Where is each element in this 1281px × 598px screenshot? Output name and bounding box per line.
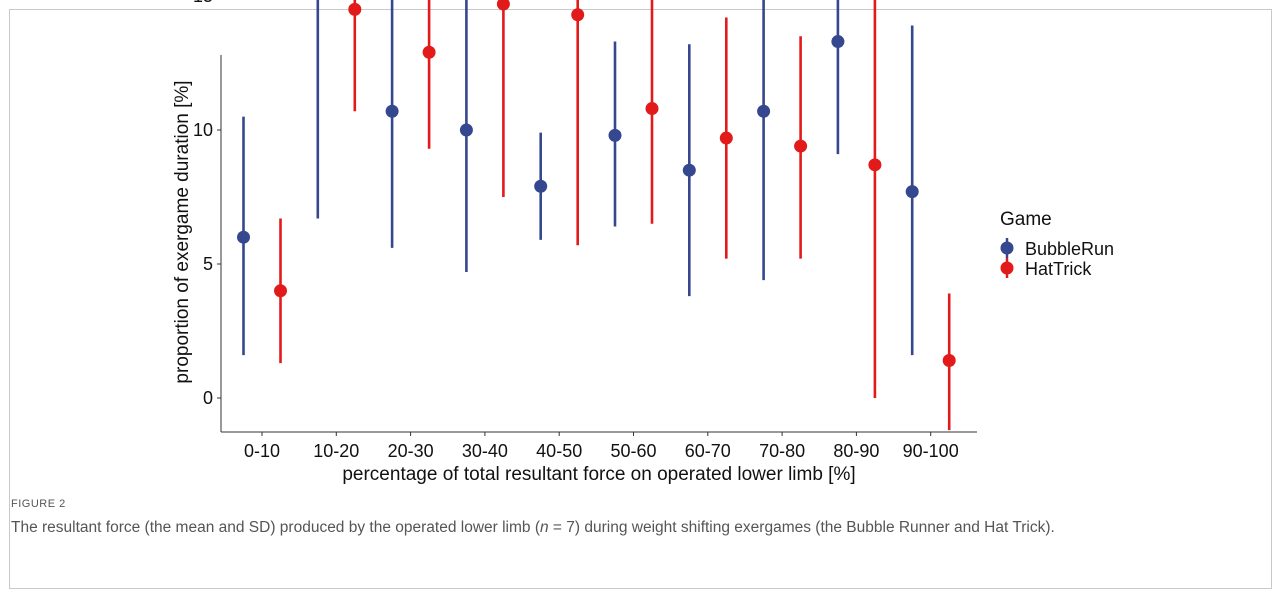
caption-text-1: The resultant force (the mean and SD) pr… bbox=[11, 519, 540, 536]
y-tick-label: 10 bbox=[193, 120, 213, 140]
point-hattrick bbox=[645, 102, 659, 116]
x-tick-label: 40-50 bbox=[536, 441, 582, 461]
chart-marks bbox=[237, 0, 956, 431]
caption-n: n bbox=[540, 519, 549, 536]
y-tick-label: 5 bbox=[203, 254, 213, 274]
point-hattrick bbox=[868, 158, 882, 172]
legend-key-bubblerun-point bbox=[1000, 241, 1014, 255]
point-hattrick bbox=[794, 139, 808, 153]
x-tick-label: 30-40 bbox=[462, 441, 508, 461]
x-tick-label: 10-20 bbox=[313, 441, 359, 461]
x-tick-label: 90-100 bbox=[903, 441, 959, 461]
y-tick-label: 0 bbox=[203, 388, 213, 408]
x-tick-label: 70-80 bbox=[759, 441, 805, 461]
x-axis: 0-10 10-20 20-30 30-40 40-50 50-60 60-70 70-80 8… bbox=[221, 431, 977, 461]
legend-key-hattrick-point bbox=[1000, 261, 1014, 275]
point-bubblerun bbox=[757, 104, 771, 118]
y-axis: 0510152025 bbox=[193, 0, 222, 432]
point-hattrick bbox=[942, 353, 956, 367]
point-hattrick bbox=[719, 131, 733, 145]
figure-frame bbox=[9, 9, 1272, 589]
point-hattrick bbox=[496, 0, 510, 11]
chart: 0510152025 0-1010-2020-3030-4040-5050-60… bbox=[172, 0, 1114, 485]
point-hattrick bbox=[348, 2, 362, 16]
legend-title: Game bbox=[1000, 209, 1052, 230]
point-hattrick bbox=[422, 45, 436, 59]
y-tick-label: 15 bbox=[193, 0, 213, 6]
point-bubblerun bbox=[237, 230, 250, 244]
point-hattrick bbox=[274, 284, 287, 298]
x-tick-label: 0-10 bbox=[244, 441, 280, 461]
legend-label-bubblerun: BubbleRun bbox=[1025, 239, 1114, 259]
x-tick-label: 80-90 bbox=[833, 441, 879, 461]
caption-text-2: = 7) during weight shifting exergames (t… bbox=[548, 519, 1055, 536]
figure-caption: The resultant force (the mean and SD) pr… bbox=[11, 517, 1261, 539]
point-bubblerun bbox=[534, 179, 548, 193]
point-bubblerun bbox=[682, 163, 696, 177]
x-axis-label: percentage of total resultant force on o… bbox=[342, 464, 855, 485]
x-tick-label: 60-70 bbox=[685, 441, 731, 461]
legend-label-hattrick: HatTrick bbox=[1025, 259, 1092, 279]
point-bubblerun bbox=[385, 104, 399, 118]
x-tick-label: 50-60 bbox=[610, 441, 656, 461]
legend: Game BubbleRun HatTrick bbox=[1000, 209, 1114, 279]
point-bubblerun bbox=[608, 128, 622, 142]
figure-label: FIGURE 2 bbox=[11, 498, 66, 510]
point-bubblerun bbox=[459, 123, 473, 137]
point-bubblerun bbox=[905, 185, 919, 199]
point-bubblerun bbox=[831, 35, 845, 49]
x-tick-label: 20-30 bbox=[388, 441, 434, 461]
point-hattrick bbox=[571, 8, 585, 22]
y-axis-label: proportion of exergame duration [%] bbox=[172, 80, 193, 383]
